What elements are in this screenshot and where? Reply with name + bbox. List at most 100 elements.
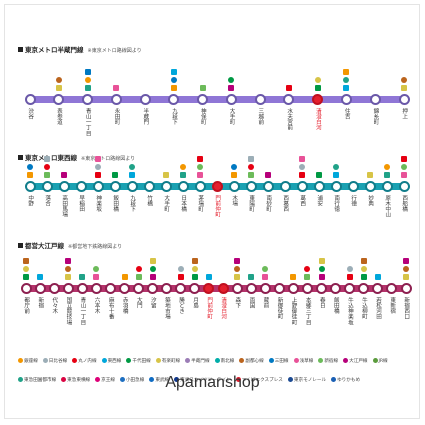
- station-marker[interactable]: [259, 282, 271, 294]
- station-marker[interactable]: [372, 282, 384, 294]
- station-marker[interactable]: [109, 180, 121, 192]
- station-label: 行徳: [350, 195, 357, 207]
- legend-label: 有楽町線: [161, 358, 181, 364]
- station-marker[interactable]: [330, 282, 342, 294]
- legend-item: 丸ノ内線: [72, 358, 97, 364]
- station-marker[interactable]: [76, 282, 88, 294]
- transfer-line-icon: [403, 258, 409, 264]
- station-marker[interactable]: [160, 180, 172, 192]
- station-label: 半蔵門: [142, 108, 149, 125]
- station-marker[interactable]: [24, 93, 36, 105]
- station-marker[interactable]: [189, 282, 201, 294]
- legend-item: 京王線: [95, 377, 115, 383]
- transfer-line-icon: [401, 156, 407, 162]
- transfer-line-icon: [290, 274, 297, 280]
- station-marker[interactable]: [34, 282, 46, 294]
- transfer-line-icon: [367, 172, 373, 178]
- transfer-line-icon: [318, 266, 325, 272]
- station-marker[interactable]: [161, 282, 173, 294]
- transfer-line-icon: [401, 85, 407, 91]
- station-marker[interactable]: [386, 282, 398, 294]
- station-marker[interactable]: [75, 180, 87, 192]
- station-marker[interactable]: [400, 282, 412, 294]
- station-marker[interactable]: [279, 180, 291, 192]
- station-marker[interactable]: [364, 180, 376, 192]
- station-marker[interactable]: [82, 93, 94, 105]
- legend-item: 半蔵門線: [185, 358, 210, 364]
- station-marker[interactable]: [340, 93, 352, 105]
- track-oedo: [26, 284, 406, 292]
- station-marker[interactable]: [139, 93, 151, 105]
- station-marker[interactable]: [92, 180, 104, 192]
- station-marker[interactable]: [104, 282, 116, 294]
- station-marker[interactable]: [203, 282, 215, 294]
- station-marker[interactable]: [197, 93, 209, 105]
- station-marker[interactable]: [194, 180, 206, 192]
- station-marker[interactable]: [312, 93, 324, 105]
- station-label: 原木中山: [384, 195, 391, 218]
- station-marker[interactable]: [398, 93, 410, 105]
- legend-dot-icon: [239, 358, 245, 363]
- legend-dot-icon: [372, 358, 378, 363]
- station-marker[interactable]: [24, 180, 36, 192]
- station-marker[interactable]: [41, 180, 53, 192]
- line-name: 都営大江戸線: [25, 242, 64, 250]
- station-marker[interactable]: [344, 282, 356, 294]
- legend-label: 東京モノレール: [293, 377, 327, 383]
- station-marker[interactable]: [53, 93, 65, 105]
- station-marker[interactable]: [20, 282, 32, 294]
- station-marker[interactable]: [211, 180, 223, 192]
- legend-item: 日比谷線: [42, 358, 67, 364]
- legend-label: つくばエクスプレス: [241, 377, 283, 383]
- station-marker[interactable]: [313, 180, 325, 192]
- station-marker[interactable]: [358, 282, 370, 294]
- legend-label: 丸ノ内線: [78, 358, 97, 364]
- legend-dot-icon: [101, 358, 107, 363]
- station-marker[interactable]: [143, 180, 155, 192]
- station-marker[interactable]: [301, 282, 313, 294]
- station-marker[interactable]: [119, 282, 131, 294]
- station-marker[interactable]: [133, 282, 145, 294]
- legend-label: 大江戸線: [349, 358, 368, 364]
- station-marker[interactable]: [126, 180, 138, 192]
- station-marker[interactable]: [287, 282, 299, 294]
- station-marker[interactable]: [58, 180, 70, 192]
- station-marker[interactable]: [262, 180, 274, 192]
- transfer-line-icon: [170, 85, 177, 91]
- station-marker[interactable]: [347, 180, 359, 192]
- station-marker[interactable]: [228, 180, 240, 192]
- station-marker[interactable]: [168, 93, 180, 105]
- station-marker[interactable]: [147, 282, 159, 294]
- station-marker[interactable]: [225, 93, 237, 105]
- line-source: ※都営地下鉄路線図より: [68, 244, 123, 250]
- station-marker[interactable]: [273, 282, 285, 294]
- station-marker[interactable]: [245, 282, 257, 294]
- legend-label: 千代田線: [132, 358, 151, 364]
- station-marker[interactable]: [175, 282, 187, 294]
- station-marker[interactable]: [48, 282, 60, 294]
- station-marker[interactable]: [217, 282, 229, 294]
- station-label: 南行徳: [333, 195, 340, 212]
- station-marker[interactable]: [90, 282, 102, 294]
- station-marker[interactable]: [283, 93, 295, 105]
- station-marker[interactable]: [330, 180, 342, 192]
- station-label: 西船橋: [401, 195, 408, 212]
- station-marker[interactable]: [110, 93, 122, 105]
- station-marker[interactable]: [398, 180, 410, 192]
- title-square-icon: [18, 47, 23, 52]
- station-marker[interactable]: [177, 180, 189, 192]
- station-marker[interactable]: [245, 180, 257, 192]
- station-marker[interactable]: [381, 180, 393, 192]
- station-marker[interactable]: [62, 282, 74, 294]
- station-marker[interactable]: [296, 180, 308, 192]
- station-marker[interactable]: [316, 282, 328, 294]
- transfer-line-icon: [163, 172, 169, 178]
- station-marker[interactable]: [254, 93, 266, 105]
- station-marker[interactable]: [369, 93, 381, 105]
- station-label: 竹橋: [146, 195, 153, 207]
- transfer-line-icon: [93, 266, 100, 272]
- legend: 銀座線 日比谷線 丸ノ内線 東西線 千代田線 有楽町線 半蔵門線 南北線 副都心線 三田線 浅草線 新…: [18, 348, 408, 386]
- legend-item: 副都心線: [239, 358, 264, 364]
- transfer-line-icon: [149, 266, 156, 272]
- station-marker[interactable]: [231, 282, 243, 294]
